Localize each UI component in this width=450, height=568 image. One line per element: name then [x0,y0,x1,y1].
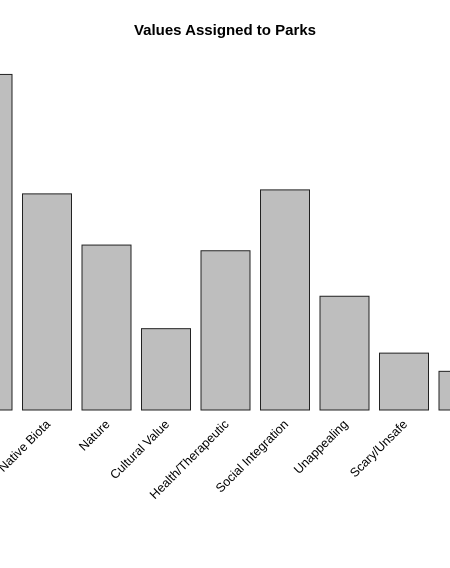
x-tick-label-2: Native Biota [0,417,53,475]
bar-1 [0,73,13,411]
bar-5 [200,250,251,411]
bars-group [0,73,450,411]
x-tick-label-3: Nature [76,417,112,453]
bar-2 [22,193,72,411]
bar-7 [319,295,370,411]
x-tick-label-7: Unappealing [291,417,351,477]
bar-9 [438,370,450,411]
bar-3 [81,244,132,411]
chart-title: Values Assigned to Parks [134,22,316,39]
bar-6 [260,189,310,411]
x-tick-label-4: Cultural Value [107,417,172,482]
bar-4 [141,328,191,411]
bar-8 [379,352,429,411]
x-tick-label-8: Scary/Unsafe [347,417,410,480]
